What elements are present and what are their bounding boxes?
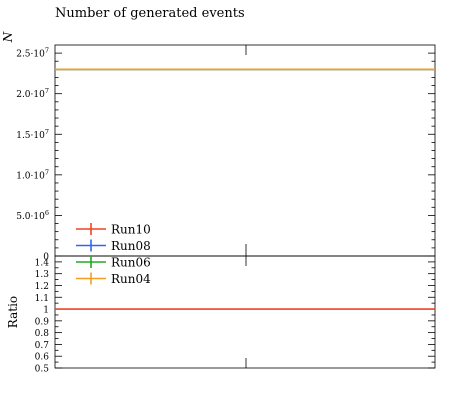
y-axis-label-main: N — [1, 31, 15, 43]
ratio-tick-label: 0.8 — [35, 329, 50, 339]
y-tick-label: 0 — [43, 253, 49, 263]
ratio-tick-label: 0.6 — [35, 353, 50, 363]
ratio-tick-label: 1.3 — [35, 270, 50, 280]
ratio-tick-label: 1.2 — [35, 282, 49, 292]
ratio-tick-label: 1.1 — [35, 294, 49, 304]
y-tick-label: 2.5·107 — [16, 47, 49, 60]
y-tick-label: 1.5·107 — [16, 128, 49, 141]
ratio-plot-frame — [54, 255, 436, 369]
ratio-tick-label: 0.9 — [35, 317, 50, 327]
ratio-tick-label: 0.5 — [35, 365, 50, 375]
y-tick-label: 1.0·107 — [16, 168, 49, 181]
y-axis-label-ratio: Ratio — [6, 296, 20, 328]
ratio-tick-label: 1.4 — [35, 258, 50, 268]
ratio-tick-label: 0.7 — [35, 341, 50, 351]
ratio-tick-label: 1 — [43, 306, 49, 316]
legend-label: Run04 — [111, 272, 151, 286]
chart-title: Number of generated events — [55, 6, 245, 21]
legend-label: Run10 — [111, 223, 151, 237]
legend-label: Run06 — [111, 256, 151, 270]
legend-label: Run08 — [111, 239, 151, 253]
y-tick-label: 2.0·107 — [16, 87, 49, 100]
y-tick-label: 5.0·106 — [16, 209, 49, 222]
